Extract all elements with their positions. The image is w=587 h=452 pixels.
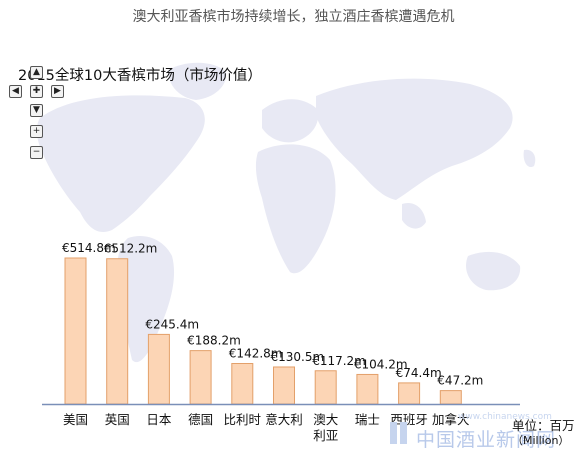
data-label-8: €74.4m — [396, 366, 442, 380]
unit-sub-label: （Million） — [512, 434, 570, 447]
category-label-0: 美国 — [63, 412, 88, 427]
chart-title: 2015全球10大香槟市场（市场价值） — [18, 68, 262, 84]
bar-4 — [231, 363, 254, 405]
category-label-9: 加拿大 — [432, 412, 470, 427]
pan-right-button[interactable]: ▶ — [51, 85, 64, 98]
page-headline: 澳大利亚香槟市场持续增长，独立酒庄香槟遭遇危机 — [132, 9, 455, 25]
bar-0 — [64, 257, 87, 405]
watermark — [388, 410, 587, 450]
data-label-6: €117.2m — [312, 354, 366, 368]
watermark-logo-icon — [390, 422, 407, 444]
pan-down-button[interactable]: ▼ — [30, 104, 43, 117]
data-label-2: €245.4m — [145, 317, 199, 331]
category-label-2: 日本 — [146, 412, 172, 427]
category-label-7: 瑞士 — [355, 412, 380, 427]
pan-left-button[interactable]: ◀ — [9, 85, 22, 98]
zoom-in-button[interactable]: + — [30, 125, 43, 138]
data-label-1: €512.2m — [104, 242, 158, 256]
watermark-url: www.chinanews.com — [458, 412, 552, 422]
data-label-9: €47.2m — [437, 374, 483, 388]
category-label-3: 德国 — [188, 412, 213, 427]
bar-7 — [356, 373, 379, 405]
bar-5 — [273, 366, 295, 405]
data-label-0: €514.8m — [62, 241, 116, 255]
bar-8 — [398, 382, 421, 405]
bar-2 — [147, 333, 170, 405]
bar-6 — [314, 370, 337, 405]
category-label-4: 比利时 — [224, 412, 262, 427]
category-label-1: 英国 — [105, 412, 130, 427]
pan-up-button[interactable]: ▲ — [30, 66, 43, 79]
data-label-4: €142.8m — [229, 347, 283, 361]
category-label-8: 西班牙 — [390, 412, 428, 427]
bar-1 — [106, 258, 129, 405]
bar-9 — [439, 390, 462, 405]
data-label-3: €188.2m — [187, 334, 241, 348]
bar-3 — [189, 350, 212, 405]
category-label-5: 意大利 — [265, 412, 303, 427]
zoom-out-button[interactable]: − — [30, 146, 43, 159]
data-label-7: €104.2m — [354, 357, 408, 371]
category-label-6: 澳大利亚 — [313, 412, 338, 443]
unit-label: 单位：百万 — [512, 418, 575, 433]
home-button[interactable]: ✚ — [30, 85, 43, 98]
data-label-5: €130.5m — [271, 350, 325, 364]
watermark-text: 中国酒业新闻网 — [416, 429, 557, 451]
